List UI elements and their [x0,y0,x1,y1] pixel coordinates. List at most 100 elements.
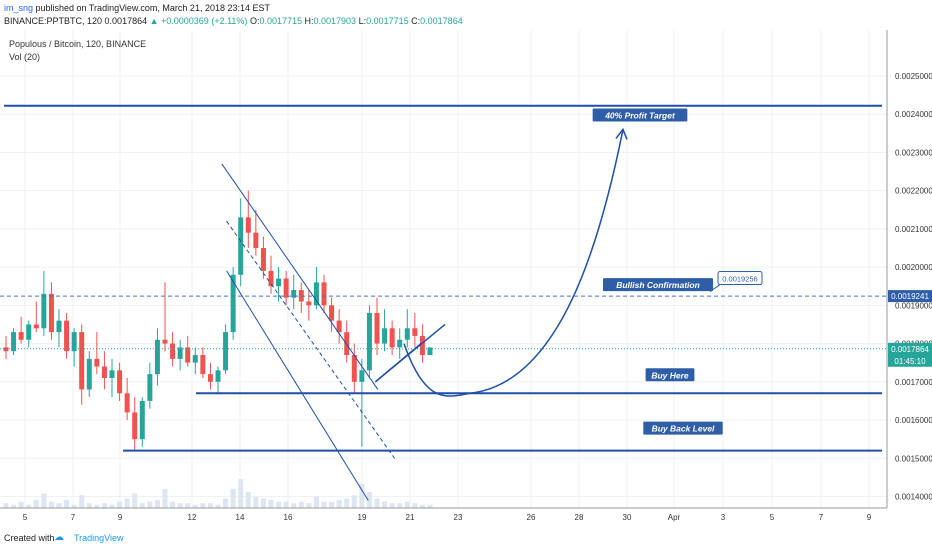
volume-bar [94,504,100,508]
volume-bar [374,498,380,508]
candle-body [33,324,39,329]
current-price-tag [888,342,932,367]
chart-header: im_sng published on TradingView.com, Mar… [0,0,932,30]
x-tick-label: 9 [118,513,123,522]
projection-curve [403,129,624,397]
chart-axes: 0.0025000 0.0024000 0.0023000 0.0022000 0.00… [0,30,932,522]
chart-drawings: 40% Profit Target Bullish Confirmation Buy… [0,104,887,501]
volume-bar [117,501,123,508]
volume-bar [192,504,198,508]
countdown-tag-text: 01:45:10 [894,357,926,366]
candle-body [389,328,395,348]
volume-bar [101,503,107,508]
x-tick-label: 28 [575,513,584,522]
volume-bar [33,500,39,508]
candle-body [192,355,198,363]
volume-bar [389,503,395,508]
y-tick-label: 0.0025000 [895,72,932,81]
volume-bar [412,503,418,508]
wedge-lower-line [374,342,422,383]
symbol-label: BINANCE:PPTBTC, 120 [4,16,103,26]
volume-bar [351,495,357,508]
x-tick-label: 16 [284,513,293,522]
x-tick-label: 5 [770,513,775,522]
candle-body [359,370,365,382]
price-chart[interactable]: 40% Profit Target Bullish Confirmation Buy… [0,30,932,527]
candle-body [351,355,357,382]
x-tick-label: 30 [623,513,632,522]
volume-bar [48,501,54,508]
volume-bar [79,495,85,508]
x-tick-label: 3 [721,513,726,522]
price-callout-pointer [709,284,721,292]
y-tick-label: 0.0023000 [895,148,932,157]
x-tick-label: 23 [454,513,463,522]
y-tick-label: 0.0019000 [895,301,932,310]
volume-bar [162,488,168,508]
candle-body [238,217,244,275]
volume-bar [321,501,327,508]
volume-bar [3,503,9,508]
volume-bar [170,501,176,508]
candle-body [11,332,17,352]
volume-bar [238,479,244,508]
price-callout-value: 0.0019256 [722,275,757,284]
volume-bar [56,503,62,508]
annotation-label-bg [643,421,723,435]
candle-body [94,358,100,367]
candle-body [427,347,433,356]
candle-body [374,312,380,344]
volume-bar [185,503,191,508]
x-tick-label: 9 [867,513,872,522]
volume-bar [139,503,145,508]
open-label: O: [249,16,260,26]
candle-body [404,328,410,340]
candle-body [283,278,289,298]
volume-bar [109,504,115,508]
created-with-text: Created with [4,533,55,543]
candle-body [147,374,153,401]
volume-bar [154,500,160,508]
tradingview-brand[interactable]: TradingView [74,533,124,543]
y-tick-label: 0.0014000 [895,493,932,502]
candle-body [382,328,388,344]
candle-body [170,343,176,359]
tradingview-logo-icon[interactable]: ☁ [54,532,64,543]
y-tick-label: 0.0015000 [895,454,932,463]
volume-bar [245,492,251,508]
candle-body [344,332,350,356]
x-tick-label: Apr [668,513,681,522]
x-tick-label: 5 [23,513,28,522]
published-info: published on TradingView.com, March 21, … [33,3,270,13]
candle-body [200,355,206,375]
candle-body [291,290,297,298]
candle-body [154,339,160,375]
candle-body [101,366,107,378]
annotation-label-bg [645,368,695,382]
last-price: 0.0017864 [104,16,148,26]
candle-body [26,324,32,340]
volume-bar [344,498,350,508]
bullish-price-tag-text: 0.0019241 [891,292,929,301]
volume-bar [11,504,17,508]
annotation-label-bg [592,108,688,122]
annotation-label-bg [603,278,713,292]
y-tick-label: 0.0022000 [895,187,932,196]
candle-body [329,305,335,321]
publisher-username[interactable]: im_sng [4,3,34,13]
y-tick-label: 0.0024000 [895,110,932,119]
y-tick-label: 0.0021000 [895,225,932,234]
current-price-tag-text: 0.0017864 [891,345,929,354]
volume-bar [147,501,153,508]
bullish-price-tag [888,290,932,303]
candle-body [3,347,9,352]
volume-bar [26,504,32,508]
volume-bar [86,503,92,508]
ohlc-line: BINANCE:PPTBTC, 120 0.0017864 ▲ +0.00003… [4,16,463,26]
candle-body [306,301,312,306]
volume-bar [382,501,388,508]
volume-label: Vol (20) [9,52,40,62]
candle-body [18,332,24,340]
candle-body [336,320,342,333]
candle-body [109,370,115,378]
